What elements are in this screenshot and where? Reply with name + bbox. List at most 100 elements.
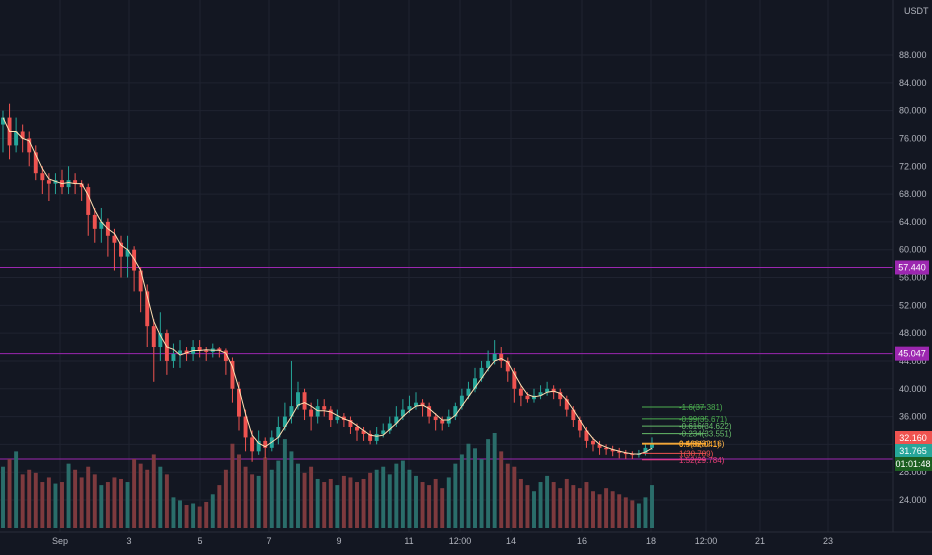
price-tick-label: 80.000	[899, 106, 927, 116]
volume-bar	[138, 463, 143, 528]
candle-body	[217, 348, 222, 351]
volume-bar	[525, 485, 530, 528]
time-tick-label: 12:00	[695, 536, 718, 546]
time-axis[interactable]: Sep 3 5 7 9 11 12:00 14 16 18 12:00 21 23	[52, 536, 833, 546]
volume-bar	[105, 482, 110, 528]
volume-bar	[1, 466, 5, 528]
volume-bar	[20, 474, 25, 528]
volume-bar	[263, 457, 268, 528]
price-tick-label: 24.000	[899, 495, 927, 505]
candle-body	[223, 350, 228, 361]
volume-bar	[125, 482, 130, 528]
volume-bar	[433, 478, 438, 528]
fibonacci-tool[interactable]: -1.6(37.381) -0.99(35.671)-0.616(34.622)-…	[642, 403, 732, 465]
volume-bar	[604, 488, 609, 528]
price-axis[interactable]: 88.000 84.000 80.000 76.000 72.000 68.000 64.0…	[899, 50, 927, 505]
price-tick-label: 84.000	[899, 78, 927, 88]
volume-bar	[309, 466, 314, 528]
volume-bar	[145, 469, 150, 528]
candle-body	[505, 360, 510, 372]
candles	[1, 103, 654, 462]
candle-body	[237, 388, 241, 417]
price-tick-label: 56.000	[899, 273, 927, 283]
fib-level-label: -0.616(34.622)	[679, 422, 732, 431]
candle-body	[250, 437, 255, 452]
volume-bar	[256, 475, 261, 528]
price-tick-label: 36.000	[899, 412, 927, 422]
fib-level-label: -0.99(35.671)	[679, 415, 727, 424]
volume-bar	[420, 482, 425, 528]
volume-bar	[204, 501, 209, 528]
volume-bar	[322, 482, 327, 528]
candle-body	[591, 440, 595, 445]
volume-bar	[558, 488, 563, 528]
volume-bar	[14, 451, 19, 528]
candle-body	[341, 416, 346, 421]
volume-bar	[66, 463, 71, 528]
candle-body	[20, 131, 25, 139]
candle-body	[459, 395, 464, 407]
price-tick-label: 68.000	[899, 189, 927, 199]
candle-body	[184, 350, 189, 354]
fib-level-label: -0.234(33.551)	[679, 430, 732, 439]
volume-bar	[636, 503, 641, 528]
volume-bar	[197, 506, 202, 528]
time-tick-label: Sep	[52, 536, 68, 546]
candle-body	[427, 406, 432, 417]
candle-body	[256, 440, 261, 452]
candle-body	[27, 138, 32, 153]
candle-body	[132, 249, 137, 271]
candle-body	[282, 416, 287, 427]
level-price-tag	[895, 346, 929, 361]
volume-bar	[46, 477, 51, 528]
time-tick-label: 12:00	[449, 536, 472, 546]
volume-bar	[40, 482, 45, 528]
live-price-text: 31.765	[899, 446, 927, 456]
candle-body	[355, 426, 359, 431]
candle-body	[86, 187, 91, 215]
volume-bar	[577, 488, 582, 528]
volume-bar	[545, 475, 550, 528]
candle-body	[145, 291, 150, 327]
volume-bar	[564, 478, 569, 528]
candle-body	[1, 117, 5, 125]
fib-level-label: 0.5(32.041)	[679, 440, 720, 449]
candle-body	[66, 180, 71, 188]
candle-body	[151, 326, 156, 348]
live-price-text: 32.160	[899, 433, 927, 443]
candle-body	[571, 409, 576, 421]
volume-bar	[250, 474, 255, 528]
candle-body	[538, 392, 543, 396]
time-tick-label: 5	[197, 536, 202, 546]
volume-bar	[551, 482, 556, 528]
candle-body	[322, 406, 327, 410]
volume-bar	[158, 466, 163, 528]
volume-bar	[296, 463, 300, 528]
volume-bar	[151, 454, 156, 528]
price-tick-label: 76.000	[899, 133, 927, 143]
price-tick-label: 48.000	[899, 328, 927, 338]
candle-body	[263, 440, 268, 448]
candle-body	[368, 433, 373, 441]
time-tick-label: 23	[823, 536, 833, 546]
volume-bar	[446, 477, 451, 528]
volume-bars	[1, 433, 654, 528]
candle-body	[204, 350, 209, 352]
time-tick-label: 3	[126, 536, 131, 546]
price-tick-label: 44.000	[899, 356, 927, 366]
level-price-tag	[895, 260, 929, 275]
price-tick-label: 72.000	[899, 161, 927, 171]
candle-body	[178, 350, 182, 354]
candle-body	[512, 371, 517, 389]
volume-bar	[276, 460, 281, 528]
volume-bar	[538, 482, 543, 528]
volume-bar	[86, 466, 91, 528]
candle-body	[243, 416, 248, 438]
time-tick-label: 21	[755, 536, 765, 546]
live-price-tag	[895, 457, 932, 471]
volume-bar	[99, 485, 104, 528]
candle-body	[466, 388, 471, 396]
candle-body	[584, 430, 589, 441]
